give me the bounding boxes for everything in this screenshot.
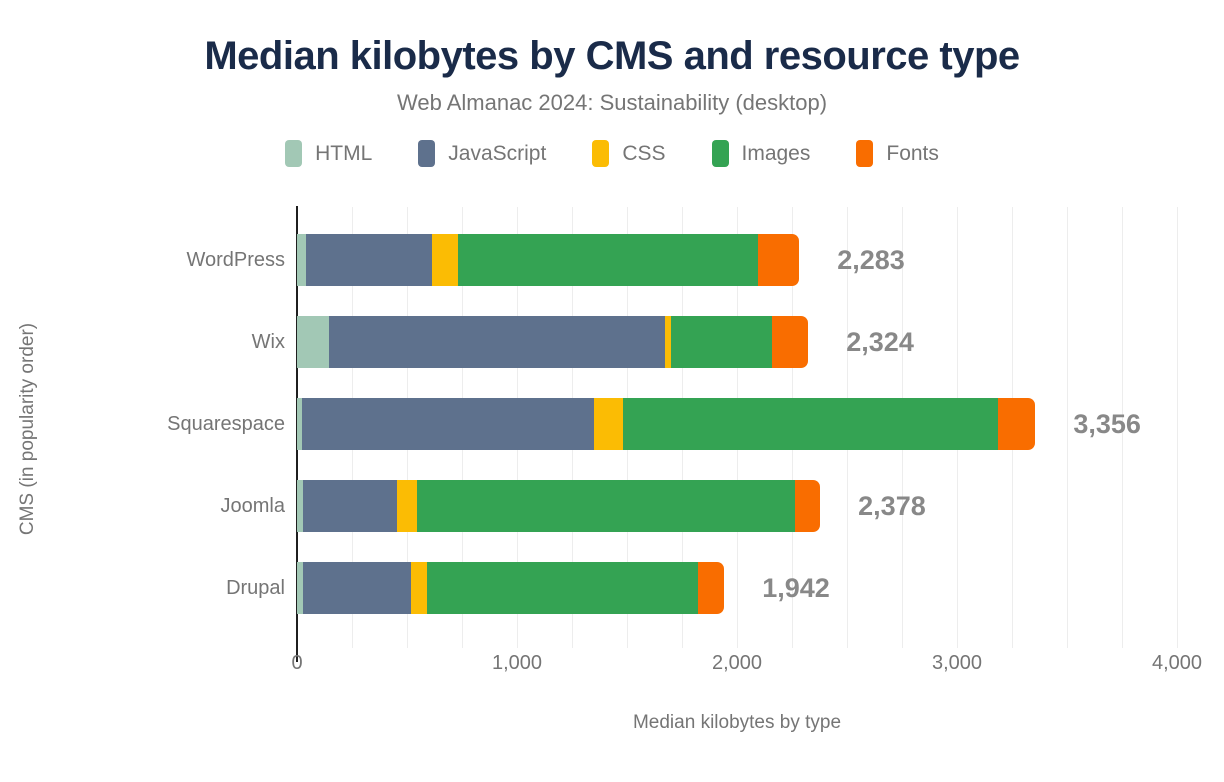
category-label-joomla: Joomla <box>220 495 285 517</box>
category-label-wix: Wix <box>251 331 285 353</box>
legend: HTML JavaScript CSS Images Fonts <box>0 140 1224 167</box>
bar-segment-images <box>670 316 773 368</box>
total-label: 2,324 <box>846 327 914 357</box>
bar-segment-css <box>432 234 458 286</box>
bar-segment-css <box>397 480 417 532</box>
bar-wix <box>297 316 809 368</box>
x-tick-label: 0 <box>291 652 303 674</box>
bar-segment-javascript <box>328 316 666 368</box>
bar-segment-fonts <box>698 562 725 614</box>
total-label: 3,356 <box>1073 409 1141 439</box>
chart-subtitle: Web Almanac 2024: Sustainability (deskto… <box>396 90 828 115</box>
legend-swatch-icon <box>711 140 729 167</box>
x-tick-label: 2,000 <box>711 652 763 674</box>
legend-item-html: HTML <box>285 140 372 167</box>
bar-segment-javascript <box>305 234 433 286</box>
legend-item-javascript: JavaScript <box>418 140 546 167</box>
bar-segment-html <box>297 562 303 614</box>
total-label: 2,378 <box>858 491 926 521</box>
bar-segment-css <box>665 316 671 368</box>
bar-segment-css <box>411 562 428 614</box>
legend-swatch-icon <box>285 140 303 167</box>
bar-wordpress <box>297 234 800 286</box>
x-tick-label: 4,000 <box>1151 652 1203 674</box>
legend-item-images: Images <box>711 140 811 167</box>
gridline <box>1067 207 1068 648</box>
bar-segment-html <box>297 316 329 368</box>
bar-segment-images <box>457 234 758 286</box>
category-label-squarespace: Squarespace <box>167 413 285 435</box>
legend-swatch-icon <box>856 140 874 167</box>
x-axis-title: Median kilobytes by type <box>632 712 842 733</box>
bar-segment-fonts <box>757 234 800 286</box>
bar-segment-images <box>416 480 796 532</box>
chart-title: Median kilobytes by CMS and resource typ… <box>204 34 1020 78</box>
category-label-wordpress: WordPress <box>186 249 285 271</box>
bar-segment-html <box>297 234 306 286</box>
legend-label: CSS <box>622 141 666 165</box>
bar-segment-fonts <box>795 480 821 532</box>
bar-segment-images <box>623 398 998 450</box>
bar-squarespace <box>297 398 1036 450</box>
bar-segment-html <box>297 398 303 450</box>
x-tick-label: 1,000 <box>491 652 543 674</box>
gridline <box>1177 207 1178 648</box>
legend-label: Images <box>741 141 811 165</box>
y-axis-title: CMS (in popularity order) <box>17 322 38 536</box>
bar-segment-fonts <box>997 398 1036 450</box>
legend-label: Fonts <box>886 141 939 165</box>
legend-item-fonts: Fonts <box>856 140 939 167</box>
bar-segment-fonts <box>772 316 809 368</box>
bar-segment-javascript <box>302 398 594 450</box>
bar-segment-javascript <box>302 562 412 614</box>
bar-segment-css <box>593 398 624 450</box>
legend-swatch-icon <box>418 140 436 167</box>
legend-label: HTML <box>315 141 373 165</box>
total-label: 1,942 <box>762 573 830 603</box>
legend-label: JavaScript <box>448 141 547 165</box>
bar-drupal <box>297 562 725 614</box>
bar-joomla <box>297 480 821 532</box>
legend-swatch-icon <box>592 140 610 167</box>
bar-segment-html <box>297 480 304 532</box>
gridline <box>1122 207 1123 648</box>
bar-segment-images <box>427 562 699 614</box>
category-label-drupal: Drupal <box>226 577 285 599</box>
x-tick-label: 3,000 <box>931 652 983 674</box>
legend-item-css: CSS <box>592 140 666 167</box>
total-label: 2,283 <box>837 245 905 275</box>
bar-segment-javascript <box>303 480 398 532</box>
